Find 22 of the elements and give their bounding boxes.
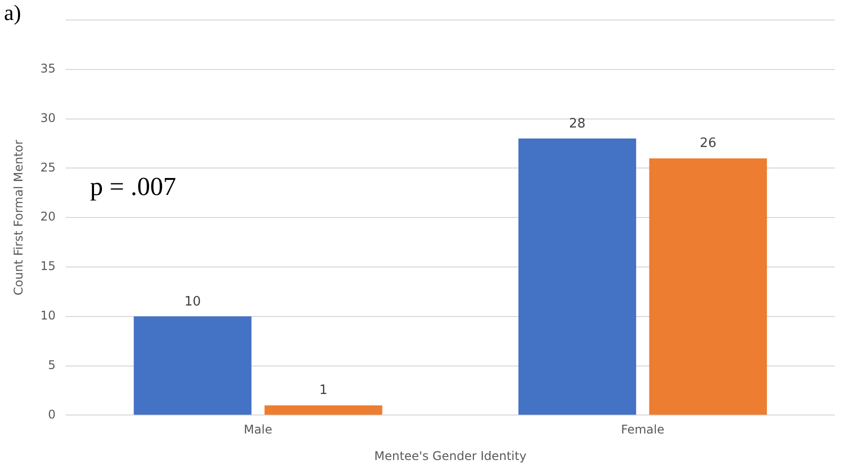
y-axis-title: Count First Formal Mentor [11, 140, 26, 296]
y-tick-label: 10 [40, 308, 56, 323]
y-tick-label: 25 [40, 160, 56, 174]
text: a) [4, 0, 22, 26]
annotation: p = .007 [90, 172, 176, 202]
y-tick-label: 5 [48, 358, 56, 372]
data-label: 26 [700, 136, 716, 152]
x-tick-label: Male [244, 422, 272, 437]
x-tick-label: Female [620, 422, 664, 437]
data-label: 28 [569, 116, 586, 132]
bar [518, 138, 636, 415]
x-axis-title: Mentee's Gender Identity [374, 448, 526, 463]
data-label: 1 [319, 383, 328, 398]
bar [649, 158, 767, 415]
bar [264, 405, 382, 415]
y-tick-label: 35 [40, 62, 56, 76]
y-tick-label: 30 [40, 110, 56, 125]
y-tick-label: 20 [40, 210, 56, 224]
y-tick-label: 15 [40, 259, 56, 274]
data-label: 10 [184, 294, 201, 310]
y-tick-label: 0 [48, 407, 56, 422]
bar [134, 316, 252, 415]
